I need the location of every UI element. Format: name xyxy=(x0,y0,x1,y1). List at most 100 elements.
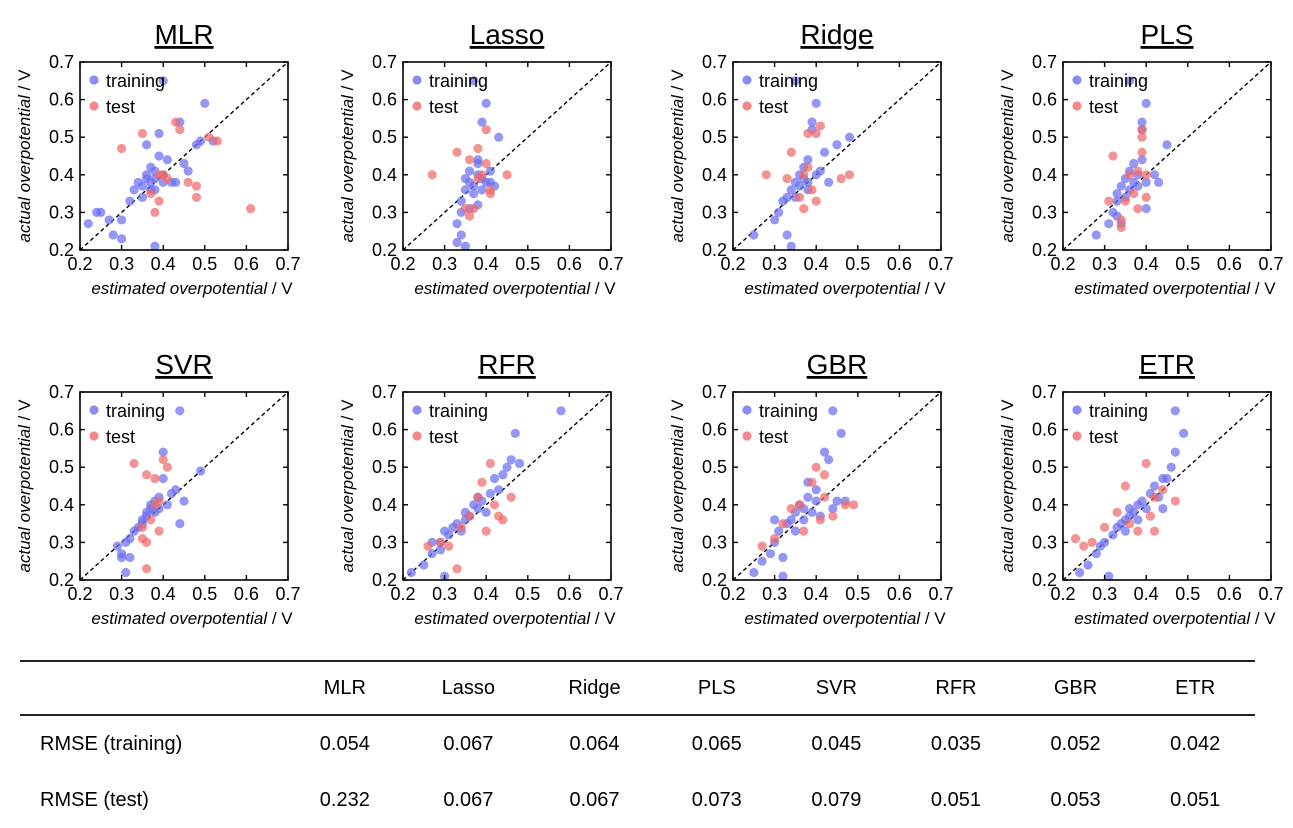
training-point xyxy=(150,241,160,250)
y-axis-unit: / V xyxy=(15,69,34,95)
panel-ridge: Ridge 0.2 0.3 0.4 0.5 0.6 0.7 0.2 0.3 0.4 0.5 0.6 0.… xyxy=(668,19,954,298)
y-axis-label: actual overpotential / V xyxy=(15,69,34,243)
table-cell: 0.232 xyxy=(319,788,370,811)
panel-pls: PLS 0.2 0.3 0.4 0.5 0.6 0.7 0.2 0.3 0.4 0.5 0.6 0.7 e… xyxy=(998,19,1284,298)
y-tick-label: 0.2 xyxy=(49,570,74,590)
test-point xyxy=(1108,151,1118,161)
test-point xyxy=(757,541,767,551)
test-point xyxy=(1112,507,1122,517)
training-point xyxy=(183,166,193,176)
y-tick-label: 0.3 xyxy=(49,202,74,222)
x-tick-label: 0.7 xyxy=(598,584,623,604)
legend: training test xyxy=(742,401,818,447)
y-axis-label: actual overpotential / V xyxy=(668,399,687,573)
training-point xyxy=(444,530,454,540)
y-tick-label: 0.4 xyxy=(1032,495,1057,515)
test-point xyxy=(494,511,504,521)
test-point xyxy=(473,143,483,154)
y-axis-quantity: actual overpotential xyxy=(998,424,1017,573)
identity-line xyxy=(732,61,942,251)
test-point xyxy=(477,170,487,180)
x-axis-label: estimated overpotential / V xyxy=(744,279,946,298)
test-point xyxy=(183,177,193,187)
legend: training test xyxy=(412,71,488,117)
data-points xyxy=(83,76,256,250)
plot-frame xyxy=(732,391,942,581)
legend-marker-test xyxy=(412,101,422,111)
test-point xyxy=(1087,537,1097,548)
training-point xyxy=(481,98,491,108)
plot-frame xyxy=(402,61,612,251)
y-axis-quantity: actual overpotential xyxy=(668,94,687,243)
y-tick-label: 0.5 xyxy=(372,127,397,147)
y-axis-label: actual overpotential / V xyxy=(338,399,357,573)
test-point xyxy=(786,147,796,157)
legend-label-training: training xyxy=(1089,401,1148,421)
y-tick-label: 0.4 xyxy=(49,165,74,185)
legend-label-test: test xyxy=(429,427,458,447)
test-point xyxy=(477,477,487,487)
training-point xyxy=(154,128,164,139)
test-point xyxy=(146,189,156,199)
training-point xyxy=(811,98,821,108)
y-tick-label: 0.6 xyxy=(49,90,74,110)
legend-marker-training xyxy=(412,75,422,85)
x-tick-label: 0.7 xyxy=(275,584,300,604)
y-axis-unit: / V xyxy=(338,69,357,95)
test-point xyxy=(815,121,825,131)
legend-label-test: test xyxy=(759,97,788,117)
data-points xyxy=(1091,76,1172,240)
training-point xyxy=(435,545,446,555)
legend-label-test: test xyxy=(1089,97,1118,117)
row-label: RMSE (training) xyxy=(40,732,183,755)
test-point xyxy=(1124,519,1135,529)
training-point xyxy=(1124,76,1135,86)
test-point xyxy=(1137,147,1147,157)
test-point xyxy=(464,511,475,521)
test-point xyxy=(782,173,792,184)
training-point xyxy=(1149,170,1160,180)
training-point xyxy=(799,515,809,525)
table-cell: 0.051 xyxy=(930,788,981,811)
training-point xyxy=(811,496,821,506)
x-tick-label: 0.6 xyxy=(557,584,582,604)
x-tick-label: 0.7 xyxy=(1258,254,1283,274)
y-tick-label: 0.6 xyxy=(1032,90,1057,110)
test-point xyxy=(137,128,147,139)
y-tick-label: 0.3 xyxy=(702,532,727,552)
training-point xyxy=(786,185,796,195)
training-point xyxy=(1133,181,1143,191)
training-point xyxy=(473,503,483,514)
test-point xyxy=(137,534,147,544)
y-tick-label: 0.7 xyxy=(702,382,727,402)
test-point xyxy=(1141,170,1151,180)
table-cell: 0.052 xyxy=(1050,732,1101,755)
x-tick-label: 0.6 xyxy=(1217,584,1242,604)
test-point xyxy=(502,170,512,180)
y-tick-label: 0.5 xyxy=(49,457,74,477)
x-axis-label: estimated overpotential / V xyxy=(414,279,616,298)
test-point xyxy=(171,117,181,127)
legend-marker-test xyxy=(412,431,422,441)
x-axis-unit: / V xyxy=(920,279,946,298)
training-point xyxy=(1108,530,1118,540)
identity-line xyxy=(1062,391,1272,581)
test-point xyxy=(811,462,821,472)
training-point xyxy=(1149,481,1160,491)
training-point xyxy=(502,462,512,472)
test-point xyxy=(204,132,214,142)
training-point xyxy=(782,230,792,240)
table-cell: 0.054 xyxy=(319,732,370,755)
training-point xyxy=(104,215,114,225)
test-point xyxy=(141,470,152,480)
x-tick-label: 0.5 xyxy=(845,584,870,604)
identity-line xyxy=(1062,61,1272,251)
x-axis-quantity: estimated overpotential xyxy=(91,609,268,628)
x-tick-label: 0.2 xyxy=(67,254,92,274)
training-point xyxy=(498,470,508,480)
y-tick-label: 0.3 xyxy=(702,202,727,222)
x-tick-label: 0.4 xyxy=(1134,584,1159,604)
table-cell: 0.042 xyxy=(1170,732,1221,755)
x-tick-label: 0.3 xyxy=(762,584,787,604)
table-cell: 0.079 xyxy=(811,788,862,811)
